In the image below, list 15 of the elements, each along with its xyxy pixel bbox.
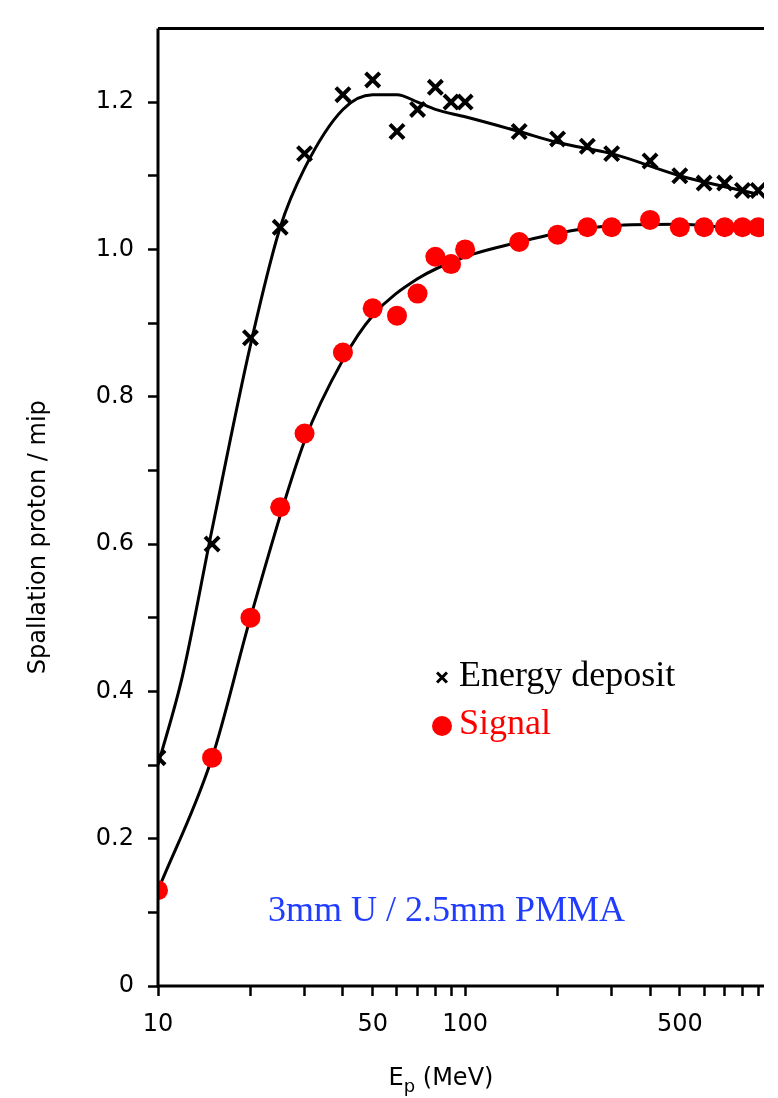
- x-tick-label: 10: [142, 1008, 174, 1037]
- y-tick-label: 0.4: [95, 675, 134, 704]
- y-tick-label: 0: [118, 970, 134, 999]
- legend-label: Energy deposit: [459, 654, 676, 694]
- y-tick-label: 1.0: [95, 233, 134, 262]
- y-tick-label: 0.6: [95, 528, 134, 557]
- legend-label: Signal: [459, 702, 552, 742]
- x-tick-label: 100: [442, 1008, 489, 1037]
- annotation: 3mm U / 2.5mm PMMA: [268, 888, 626, 930]
- y-tick-label: 1.2: [95, 86, 134, 115]
- x-tick-label: 500: [656, 1008, 703, 1037]
- x-tick-label: 50: [357, 1008, 388, 1037]
- y-tick-label: 0.8: [95, 380, 134, 409]
- y-tick-label: 0.2: [95, 822, 134, 851]
- y-axis-title: Spallation proton / mip: [23, 400, 51, 675]
